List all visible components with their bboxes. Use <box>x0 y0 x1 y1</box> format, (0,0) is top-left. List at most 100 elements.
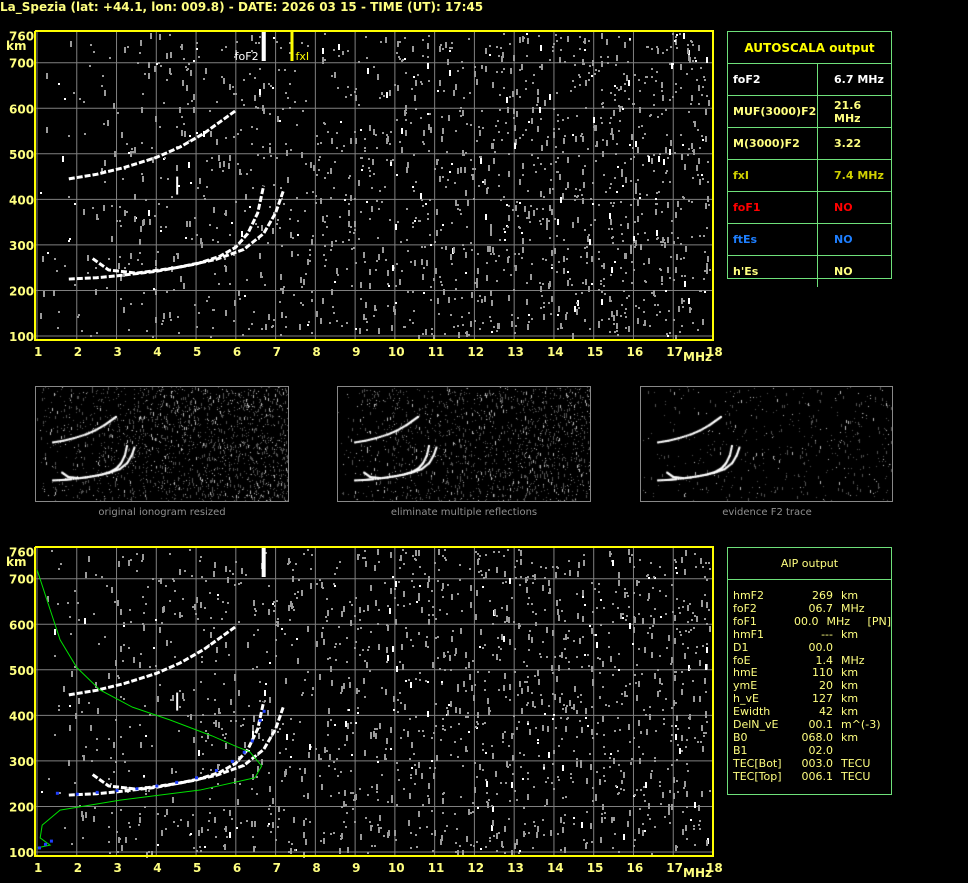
noise-dot <box>501 841 503 847</box>
noise-dot <box>493 551 495 553</box>
noise-dot <box>701 725 703 731</box>
noise-dot <box>60 563 62 565</box>
noise-dot <box>457 325 459 327</box>
noise-dot <box>198 750 200 756</box>
noise-dot <box>666 134 668 136</box>
noise-dot <box>592 787 594 789</box>
noise-dot <box>225 733 227 735</box>
noise-dot <box>544 805 546 807</box>
noise-dot <box>217 594 219 596</box>
noise-dot <box>492 623 494 625</box>
noise-dot <box>610 219 612 225</box>
noise-dot <box>397 711 399 713</box>
noise-dot <box>358 554 360 556</box>
noise-dot <box>160 578 162 584</box>
noise-dot <box>497 637 499 639</box>
noise-dot <box>369 269 371 275</box>
noise-dot <box>522 247 524 253</box>
noise-dot <box>130 303 132 305</box>
noise-dot <box>515 265 517 271</box>
noise-dot <box>692 60 694 62</box>
noise-dot <box>703 735 705 737</box>
noise-dot <box>610 92 612 94</box>
noise-dot <box>270 155 272 157</box>
noise-dot <box>428 798 430 804</box>
noise-dot <box>401 644 403 650</box>
noise-dot <box>617 717 619 719</box>
noise-dot <box>357 628 359 630</box>
noise-dot <box>502 733 504 739</box>
noise-dot <box>586 252 588 258</box>
noise-dot <box>217 764 219 770</box>
noise-dot <box>378 644 380 650</box>
noise-dot <box>123 271 125 277</box>
noise-dot <box>559 697 561 703</box>
noise-dot <box>428 783 430 789</box>
noise-dot <box>474 320 476 322</box>
noise-dot <box>544 577 546 579</box>
noise-dot <box>658 191 660 193</box>
noise-dot <box>48 778 50 780</box>
noise-dot <box>446 151 448 153</box>
noise-dot <box>331 680 333 686</box>
noise-dot <box>423 143 425 145</box>
noise-dot <box>64 265 66 267</box>
noise-dot <box>525 88 527 90</box>
noise-dot <box>540 286 542 292</box>
noise-dot <box>302 110 304 112</box>
noise-dot <box>301 776 303 782</box>
noise-dot <box>674 152 676 154</box>
noise-dot <box>602 716 604 722</box>
noise-dot <box>433 278 435 280</box>
noise-dot <box>169 68 171 74</box>
noise-dot <box>173 580 175 582</box>
noise-dot <box>396 263 398 265</box>
noise-dot <box>549 237 551 239</box>
noise-dot <box>492 143 494 149</box>
noise-dot <box>330 833 332 835</box>
noise-dot <box>316 135 318 137</box>
noise-dot <box>573 704 575 710</box>
noise-dot <box>683 787 685 789</box>
noise-dot <box>155 116 157 122</box>
noise-dot <box>541 295 543 297</box>
noise-dot <box>654 304 656 306</box>
noise-dot <box>284 633 286 635</box>
noise-dot <box>155 260 157 266</box>
noise-dot <box>151 147 153 149</box>
noise-dot <box>95 574 97 576</box>
noise-dot <box>307 259 309 265</box>
noise-dot <box>639 107 641 113</box>
noise-dot <box>331 241 333 247</box>
noise-dot <box>289 107 291 109</box>
noise-dot <box>557 314 559 316</box>
noise-dot <box>196 48 198 50</box>
aip-cell: hmF1 <box>733 627 765 641</box>
noise-dot <box>352 792 354 794</box>
noise-dot <box>196 326 198 328</box>
noise-dot <box>661 90 663 92</box>
aip-cell: km <box>841 692 859 706</box>
noise-dot <box>395 581 397 587</box>
noise-dot <box>437 159 439 161</box>
noise-dot <box>113 742 115 748</box>
noise-dot <box>307 549 309 551</box>
noise-dot <box>420 81 422 83</box>
noise-dot <box>523 754 525 756</box>
noise-dot <box>211 744 213 746</box>
noise-dot <box>532 107 534 113</box>
noise-dot <box>653 170 655 172</box>
noise-dot <box>580 135 582 137</box>
noise-dot <box>492 820 494 826</box>
noise-dot <box>645 782 647 788</box>
noise-dot <box>688 727 690 729</box>
noise-dot <box>243 79 245 81</box>
noise-dot <box>675 567 677 569</box>
noise-dot <box>323 639 325 645</box>
noise-dot <box>330 197 332 199</box>
noise-dot <box>528 211 530 217</box>
marker-label: fxI <box>295 50 309 63</box>
noise-dot <box>331 289 333 295</box>
noise-dot <box>402 549 404 551</box>
noise-dot <box>174 590 176 592</box>
